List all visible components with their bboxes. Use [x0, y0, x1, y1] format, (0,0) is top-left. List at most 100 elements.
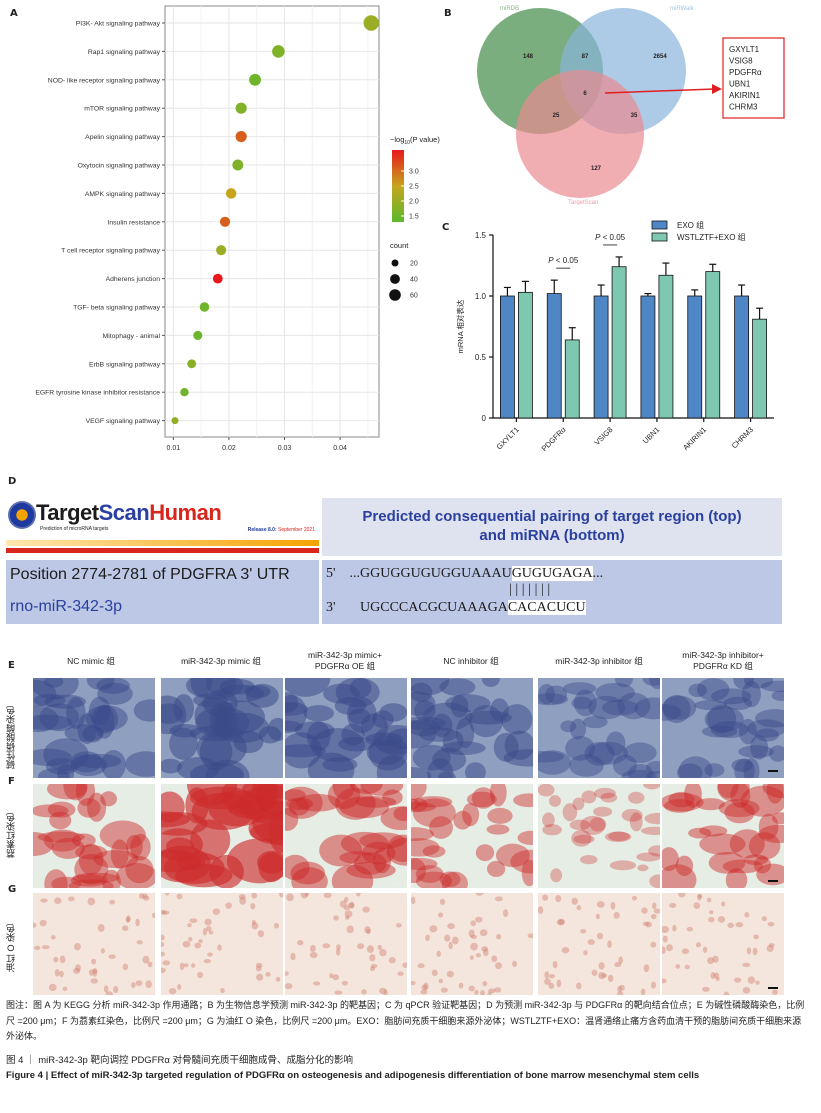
- mirna-name: rno-miR-342-3p: [10, 598, 123, 615]
- bubble-point: [199, 302, 210, 312]
- target-sequence: 5' ...GGUGGUGUGGUAAAUGUGUGAGA...: [326, 566, 604, 581]
- bubble-point: [216, 245, 227, 256]
- stain-texture: [33, 893, 155, 995]
- x-tick-label: UBN1: [641, 425, 662, 446]
- group-label: NC inhibitor 组: [443, 656, 499, 666]
- bubble-point: [219, 216, 231, 227]
- color-legend-tick-label: 2.0: [409, 199, 419, 206]
- callout-gene: CHRM3: [729, 103, 758, 112]
- y-tick-label: 1.5: [475, 231, 487, 240]
- y-tick-label: Adherens junction: [106, 276, 161, 283]
- bubble-point: [180, 388, 189, 397]
- color-legend-title: −log10(P value): [390, 135, 440, 146]
- venn-region-count: 127: [591, 166, 602, 172]
- legend-label: WSTLZTF+EXO 组: [677, 232, 746, 242]
- x-tick-label: 0.04: [333, 445, 347, 452]
- stain-texture: [161, 893, 283, 995]
- panel-a-kegg-bubble-chart: A 0.01 0.02 0.03 0.04 PI3K- Akt signaling pa…: [0, 0, 440, 465]
- bar: [546, 293, 562, 419]
- targetscan-subtitle: Prediction of microRNA targets: [40, 526, 109, 532]
- size-legend-title: count: [390, 241, 409, 250]
- group-label: miR-342-3p mimic 组: [181, 656, 261, 666]
- legend-swatch: [651, 220, 668, 230]
- bar: [640, 295, 656, 419]
- bubble-point: [193, 330, 203, 340]
- qpcr-bar-chart-svg: 0 0.5 1.0 1.5 mRNA 相对表达 GXYLT1 PDGFRα VSIG8 UBN1…: [455, 220, 774, 453]
- kegg-bubble-chart-svg: 0.01 0.02 0.03 0.04 PI3K- Akt signaling path…: [35, 5, 440, 452]
- group-label: miR-342-3p inhibitor 组: [555, 656, 643, 666]
- bar: [705, 271, 721, 419]
- y-tick-label: Apelin signaling pathway: [85, 134, 160, 141]
- panel-label-f: F: [8, 776, 15, 787]
- panel-label-d: D: [8, 476, 17, 487]
- y-tick-label: TGF- beta signaling pathway: [73, 305, 160, 312]
- x-tick-label: 0.02: [222, 445, 236, 452]
- callout-gene: PDGFRα: [729, 68, 762, 77]
- size-legend-circle: [389, 289, 401, 301]
- micrograph-g: [411, 893, 533, 995]
- micrograph-e: [411, 678, 533, 778]
- stain-texture: [285, 784, 407, 888]
- venn-region-count: 148: [523, 54, 534, 60]
- targetscan-target-icon: [8, 501, 36, 529]
- targetscan-release: Release 8.0: September 2021: [247, 527, 315, 533]
- micrograph-g: [161, 893, 283, 995]
- y-axis-label: mRNA 相对表达: [455, 299, 465, 353]
- y-tick-label: Rap1 signaling pathway: [88, 49, 161, 56]
- significance-label: P < 0.05: [595, 233, 626, 242]
- stain-texture: [411, 678, 533, 778]
- micrograph-f: 200 μm: [285, 784, 407, 888]
- significance-label: P < 0.05: [548, 256, 579, 265]
- callout-gene: GXYLT1: [729, 45, 760, 54]
- stain-texture: [285, 893, 407, 995]
- panel-f-alizarin-staining: F 茘素红染色: [0, 776, 821, 882]
- bar: [734, 295, 749, 419]
- y-tick-label: ErbB signaling pathway: [89, 361, 161, 368]
- venn-region-count: 35: [631, 113, 638, 119]
- x-tick-label: 0.01: [167, 445, 181, 452]
- micrograph-g: [662, 893, 784, 995]
- micrograph-g: [285, 893, 407, 995]
- y-tick-label: 1.0: [475, 292, 487, 301]
- panel-b-venn-diagram: B miRDB miRWalk TargetScan 148 87 2654 6 25 35 12…: [440, 0, 821, 206]
- micrograph-f: [538, 784, 660, 888]
- stain-texture: [662, 784, 784, 888]
- bar: [564, 339, 580, 419]
- color-legend-tick-label: 1.5: [409, 214, 419, 221]
- scale-bar: [768, 880, 778, 882]
- bar: [752, 318, 767, 419]
- callout-arrow-line: [604, 88, 716, 94]
- pairing-header: Predicted consequential pairing of targe…: [322, 498, 782, 556]
- callout-gene: UBN1: [729, 80, 751, 89]
- bubble-point: [187, 359, 197, 369]
- sequence-alignment-cell: 5' ...GGUGGUGUGGUAAAUGUGUGAGA... |||||||…: [322, 560, 782, 624]
- micrograph-g: [33, 893, 155, 995]
- bubble-point: [363, 15, 379, 31]
- row-label-alp: 碱性磷酸酶染色: [6, 706, 16, 770]
- legend-label: EXO 组: [677, 220, 704, 230]
- utr-position-cell: Position 2774-2781 of PDGFRA 3' UTR rno-…: [6, 560, 319, 624]
- row-label-alizarin: 茘素红染色: [6, 813, 16, 859]
- stain-texture: [285, 678, 407, 778]
- venn-set-label: miRWalk: [670, 6, 695, 12]
- stain-texture: [538, 894, 660, 995]
- bubble-point: [212, 273, 223, 284]
- callout-gene: AKIRIN1: [729, 91, 761, 100]
- y-tick-label: EGFR tyrosine kinase inhibitor resistanc…: [35, 390, 160, 397]
- bubble-point: [235, 131, 247, 143]
- micrograph-g: [538, 893, 660, 995]
- stain-texture: [161, 678, 283, 778]
- y-tick-label: NOD- like receptor signaling pathway: [48, 77, 161, 84]
- size-legend-circle: [390, 274, 400, 284]
- venn-circle-targetscan: [516, 70, 644, 198]
- stain-texture: [662, 893, 778, 995]
- venn-set-label: miRDB: [500, 6, 519, 12]
- y-tick-label: PI3K- Akt signaling pathway: [76, 21, 161, 28]
- micrograph-f: [33, 784, 155, 888]
- panel-label-a: A: [10, 8, 18, 19]
- figure-title-en: Figure 4 | Effect of miR-342-3p targeted…: [6, 1070, 700, 1081]
- bubble-point: [171, 417, 179, 425]
- micrograph-f: [662, 784, 784, 888]
- panel-d-targetscan-pairing: D TargetScanHuman Prediction of microRNA…: [0, 470, 821, 640]
- venn-region-count: 87: [582, 54, 589, 60]
